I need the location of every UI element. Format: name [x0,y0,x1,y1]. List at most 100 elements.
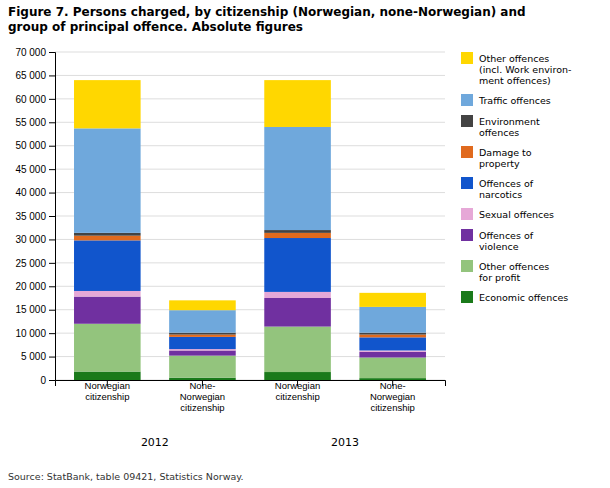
tick-mark [49,310,55,311]
tick-mark [49,333,55,334]
tick: 30 000 [15,234,55,245]
text-line: Norwegian [180,391,225,402]
tick: 40 000 [15,187,55,198]
title: Figure 7. Persons charged, by citizenshi… [8,5,526,34]
bar-segment [264,327,331,372]
bar-segment [74,372,141,380]
legend-item: Economic offences [461,291,568,303]
bar-segment [359,358,426,379]
tick-label: 50 000 [15,140,46,151]
text-line: narcotics [479,189,522,200]
text-line: Norwegian [370,391,415,402]
bar-segment [264,127,331,230]
tick-label: 5 000 [21,351,46,362]
bar-segment [74,128,141,232]
tick-label: Norwegiancitizenship [85,380,130,402]
legend-label: Other offences(incl. Work environ-ment o… [479,53,571,86]
tick-label: 30 000 [15,234,46,245]
tick-label: 70 000 [15,47,46,58]
group-label: 2012 [141,436,169,449]
tick-mark [49,357,55,358]
legend-label: Damage toproperty [479,147,532,169]
y-axis: 05 00010 00015 00020 00025 00030 00035 0… [15,47,55,386]
text-line: None- [190,380,216,391]
text-line: citizenship [371,402,415,413]
group-label: 2013 [331,436,359,449]
text-line: Traffic offences [478,95,551,106]
tick-mark [49,52,55,53]
text-line: Sexual offences [479,209,554,220]
text-line: citizenship [180,402,224,413]
source: Source: StatBank, table 09421, Statistic… [8,471,244,482]
legend-item: Offences ofnarcotics [461,177,534,200]
tick-label: 25 000 [15,258,46,269]
bar-segment [169,356,236,378]
tick-label: 65 000 [15,70,46,81]
tick: Norwegiancitizenship [275,380,320,402]
tick-label: 0 [40,375,46,386]
text-line: Environment [479,116,540,127]
legend-swatch [461,208,473,220]
tick-mark [49,169,55,170]
tick-mark [49,286,55,287]
bar-segment [169,337,236,349]
tick: 15 000 [15,304,55,315]
text-line: Damage to [479,147,532,158]
tick-label: Norwegiancitizenship [275,380,320,402]
bar-segment [264,80,331,127]
tick-label: None-Norwegiancitizenship [180,380,225,413]
legend-label: Environmentoffences [479,116,540,138]
legend-item: Offences ofviolence [461,229,534,252]
bar-segment [74,233,141,236]
bar-segment [264,292,331,298]
tick-mark [49,75,55,76]
text-line: offences [479,127,519,138]
tick-label: 15 000 [15,304,46,315]
bar-segment [74,297,141,324]
tick: 55 000 [15,117,55,128]
x-axis: NorwegiancitizenshipNone-Norwegiancitize… [56,380,446,413]
bar-segment [264,238,331,292]
bar-segment [264,298,331,327]
text-line: violence [479,241,519,252]
bar-segment [169,333,236,335]
bar-segment [74,291,141,297]
bar-segment [359,335,426,338]
text-line: Norwegian [85,380,130,391]
plot: 05 00010 00015 00020 00025 00030 00035 0… [15,47,445,449]
legend-item: Environmentoffences [461,115,540,138]
axis-line [49,53,56,381]
legend-swatch [461,115,473,127]
bar-segment [169,300,236,310]
text-line: for profit [479,272,521,283]
tick-mark [49,99,55,100]
tick-label: 40 000 [15,187,46,198]
text-line: Offences of [479,178,534,189]
tick: 65 000 [15,70,55,81]
tick-label: None-Norwegiancitizenship [370,380,415,413]
bar-segment [74,240,141,291]
grid-line [55,75,445,76]
text-line: property [479,158,520,169]
bar-segment [264,230,331,233]
tick-label: 60 000 [15,94,46,105]
tick-label: 35 000 [15,211,46,222]
tick: 10 000 [15,328,55,339]
legend: Other offences(incl. Work environ-ment o… [461,52,571,303]
tick: None-Norwegiancitizenship [180,380,225,413]
text-line: citizenship [275,391,319,402]
legend-label: Offences ofnarcotics [479,178,534,200]
tick: 60 000 [15,94,55,105]
grid [55,52,445,380]
bar-segment [359,293,426,307]
legend-item: Sexual offences [461,208,554,220]
text-line: Other offences [479,53,549,64]
tick-mark [49,216,55,217]
bar-segment [359,352,426,358]
legend-label: Other offencesfor profit [479,261,549,283]
legend-label: Sexual offences [479,209,554,220]
text-line: citizenship [85,391,129,402]
bar-segment [74,80,141,128]
text-line: Other offences [479,261,549,272]
legend-item: Traffic offences [461,94,551,106]
